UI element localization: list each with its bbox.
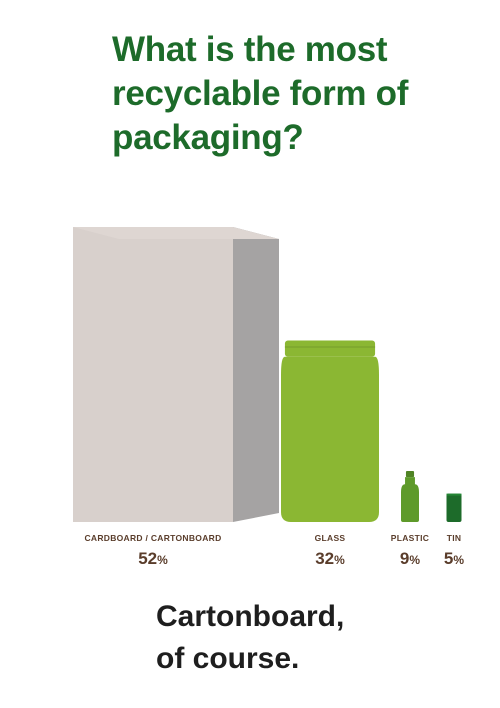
tagline-line-2: of course. (156, 642, 300, 675)
plastic-bottle-icon (401, 470, 419, 522)
value-label: 9% (400, 549, 420, 568)
packaging-chart: CARDBOARD / CARTONBOARD 52% GLASS 32% PLASTI… (73, 227, 464, 568)
chart-title: What is the most recyclable form of pack… (112, 30, 409, 157)
value-label: 32% (315, 549, 345, 568)
value-label: 52% (138, 549, 168, 568)
value-label: 5% (444, 549, 464, 568)
category-label: GLASS (315, 533, 346, 543)
tin-can-icon (446, 493, 462, 522)
tagline: Cartonboard, of course. (156, 596, 476, 680)
category-label: CARDBOARD / CARTONBOARD (84, 533, 221, 543)
glass-jar-icon (281, 340, 379, 522)
tagline-line-1: Cartonboard, (156, 600, 345, 633)
carton-box-icon (73, 227, 279, 522)
category-label: TIN (447, 533, 462, 543)
category-label: PLASTIC (391, 533, 429, 543)
